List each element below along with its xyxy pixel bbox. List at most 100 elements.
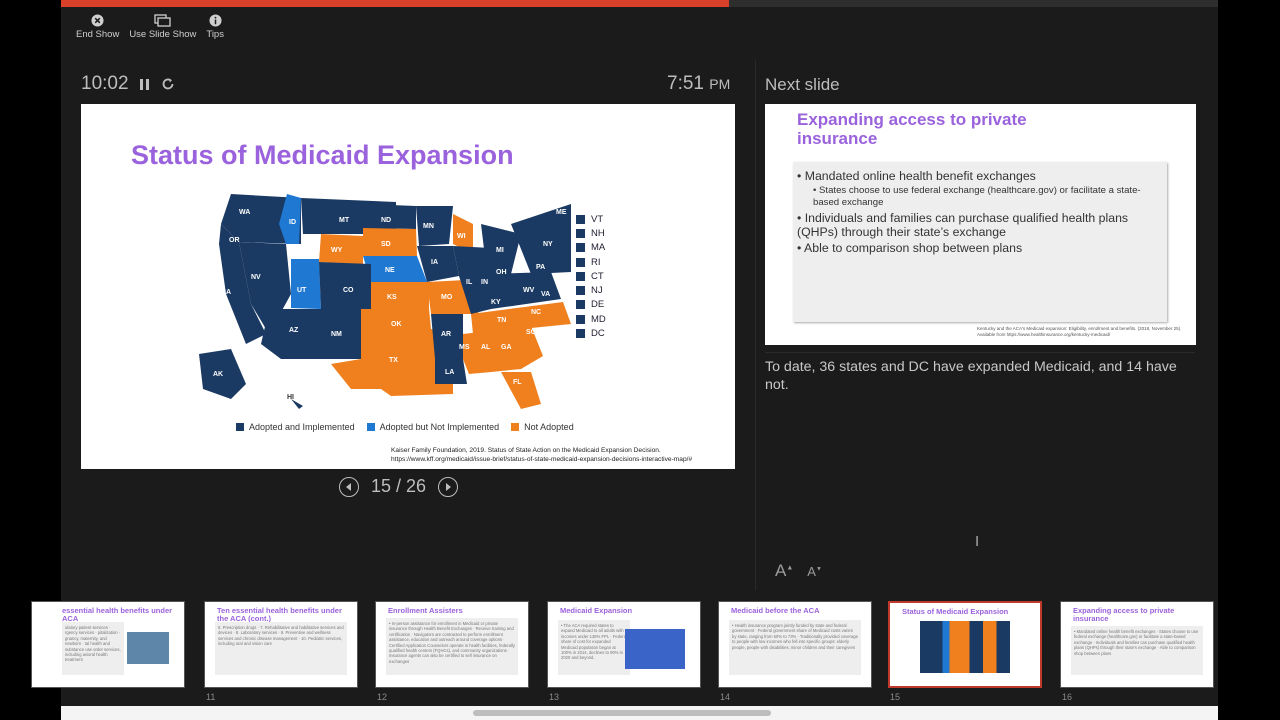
slide-navigation: 15 / 26 <box>339 476 459 497</box>
triangle-right-icon <box>446 482 452 491</box>
svg-text:NC: NC <box>531 309 541 316</box>
thumbnail-title: essential health benefits under ACA <box>62 606 173 623</box>
thumbnail-title: Medicaid Expansion <box>560 606 633 615</box>
svg-text:GA: GA <box>501 344 512 351</box>
svg-text:WV: WV <box>523 287 535 294</box>
ne-state: CT <box>591 270 604 282</box>
thumbnail-slide-14[interactable]: Medicaid before the ACA • Health insuran… <box>718 601 872 688</box>
progress-fill <box>61 0 729 7</box>
bullet: • Able to comparison shop between plans <box>797 241 1023 255</box>
thumbnail-slide-11[interactable]: Ten essential health benefits under the … <box>204 601 358 688</box>
citation-line: Kaiser Family Foundation, 2019. Status o… <box>391 447 661 454</box>
font-size-controls: A▲ A▼ <box>775 561 822 581</box>
thumbnail-slide-10[interactable]: essential health benefits under ACA ulat… <box>31 601 185 688</box>
thumbnail-slide-15-current[interactable]: Status of Medicaid Expansion <box>888 601 1042 688</box>
triangle-left-icon <box>346 482 351 491</box>
tips-label: Tips <box>206 29 224 40</box>
tips-button[interactable]: Tips <box>201 14 229 40</box>
next-slide-button[interactable] <box>438 476 459 497</box>
thumbnail-body: • The ACA required states to expand Medi… <box>558 620 630 675</box>
thumbnail-number: 13 <box>549 692 560 702</box>
svg-text:AZ: AZ <box>289 327 299 334</box>
thumbnail-body: • In-person assistance for enrollment in… <box>386 618 518 675</box>
svg-text:TN: TN <box>497 317 506 324</box>
thumbnail-title: Expanding access to private insurance <box>1073 606 1175 623</box>
use-slide-show-button[interactable]: Use Slide Show <box>124 14 201 40</box>
next-slide-citation: Kentucky and the ACA's Medicaid expansio… <box>977 326 1181 338</box>
svg-text:KY: KY <box>491 299 501 306</box>
ne-state: NH <box>591 227 605 239</box>
elapsed-time: 10:02 <box>81 73 129 94</box>
svg-text:MO: MO <box>441 294 453 301</box>
svg-text:TX: TX <box>389 357 398 364</box>
scrollbar-thumb[interactable] <box>473 710 771 716</box>
next-slide-heading: Next slide <box>765 75 840 94</box>
ne-state: DC <box>591 328 605 340</box>
svg-text:WY: WY <box>331 247 343 254</box>
current-slide[interactable]: Status of Medicaid Expansion <box>81 104 735 469</box>
thumbnail-photo <box>127 632 169 664</box>
thumbnail-title: Enrollment Assisters <box>388 606 463 615</box>
thumbnail-number: 15 <box>890 692 901 702</box>
legend-adopted: Adopted and Implemented <box>249 422 355 432</box>
pane-divider[interactable] <box>755 60 756 590</box>
text-cursor-icon: I <box>975 533 980 550</box>
bullet: • Individuals and families can purchase … <box>797 211 1129 239</box>
increase-font-label: A <box>775 561 787 580</box>
thumbnail-title: Ten essential health benefits under the … <box>217 606 342 623</box>
end-show-label: End Show <box>76 29 120 40</box>
decrease-font-button[interactable]: A▼ <box>807 564 822 579</box>
next-slide-preview[interactable]: Expanding access to private insurance • … <box>765 104 1196 345</box>
thumbnail-title: Status of Medicaid Expansion <box>902 607 1009 616</box>
ne-state: DE <box>591 299 605 311</box>
next-slide-body: • Mandated online health benefit exchang… <box>793 162 1167 322</box>
pause-icon[interactable] <box>139 78 151 91</box>
slide-citation: Kaiser Family Foundation, 2019. Status o… <box>391 446 692 464</box>
map-legend: Adopted and Implemented Adopted but Not … <box>236 422 574 432</box>
ne-state: MA <box>591 242 606 254</box>
display-screens-icon <box>154 14 171 27</box>
presenter-view: End Show Use Slide Show Tips 10:02 7:51 … <box>31 0 1218 720</box>
thumbnail-body: • Health insurance program jointly funde… <box>729 620 861 675</box>
svg-text:PA: PA <box>536 264 545 271</box>
svg-text:MT: MT <box>339 217 350 224</box>
ne-state: RI <box>591 256 601 268</box>
thumbnail-slide-16[interactable]: Expanding access to private insurance • … <box>1060 601 1214 688</box>
svg-text:MS: MS <box>459 344 470 351</box>
thumbnail-body: • Mandated online health benefit exchang… <box>1071 626 1203 675</box>
increase-font-button[interactable]: A▲ <box>775 561 794 580</box>
end-show-button[interactable]: End Show <box>71 14 124 40</box>
slideshow-progress-bar <box>61 0 1218 7</box>
svg-text:AR: AR <box>441 331 451 338</box>
thumbnail-slide-13[interactable]: Medicaid Expansion • The ACA required st… <box>547 601 701 688</box>
next-slide-title: Expanding access to private insurance <box>797 110 1027 148</box>
citation-url: Available from https://www.healthinsuran… <box>977 332 1111 337</box>
svg-text:SD: SD <box>381 241 391 248</box>
slide-title: Status of Medicaid Expansion <box>131 140 514 170</box>
thumbnail-slide-12[interactable]: Enrollment Assisters • In-person assista… <box>375 601 529 688</box>
thumbnail-number: 11 <box>206 692 216 702</box>
svg-text:NE: NE <box>385 267 395 274</box>
bullet: • Mandated online health benefit exchang… <box>797 169 1036 183</box>
sub-bullet: • States choose to use federal exchange … <box>813 185 1141 208</box>
restart-icon[interactable] <box>161 77 175 91</box>
us-medicaid-map: WA OR CA NV ID UT MT WY ND SD NE CO AZ NM KS OK TX MN… <box>199 194 571 409</box>
notes-divider <box>765 352 1195 353</box>
thumbnail-title: Medicaid before the ACA <box>731 606 820 615</box>
svg-text:NY: NY <box>543 241 553 248</box>
ne-state: NJ <box>591 285 603 297</box>
thumbnail-number: 14 <box>720 692 731 702</box>
clock-ampm: PM <box>709 76 731 92</box>
speaker-notes[interactable]: To date, 36 states and DC have expanded … <box>765 359 1177 393</box>
svg-text:WI: WI <box>457 233 466 240</box>
thumbnail-scrollbar[interactable] <box>61 706 1218 720</box>
previous-slide-button[interactable] <box>339 476 359 497</box>
legend-not-adopted: Not Adopted <box>524 422 574 432</box>
northeast-state-legend: VT NH MA RI CT NJ DE MD DC <box>576 212 606 341</box>
svg-text:OH: OH <box>496 269 507 276</box>
close-circle-icon <box>91 14 104 27</box>
svg-text:ME: ME <box>556 209 567 216</box>
svg-text:MI: MI <box>496 247 504 254</box>
svg-text:SC: SC <box>526 329 536 336</box>
svg-text:CA: CA <box>221 289 231 296</box>
